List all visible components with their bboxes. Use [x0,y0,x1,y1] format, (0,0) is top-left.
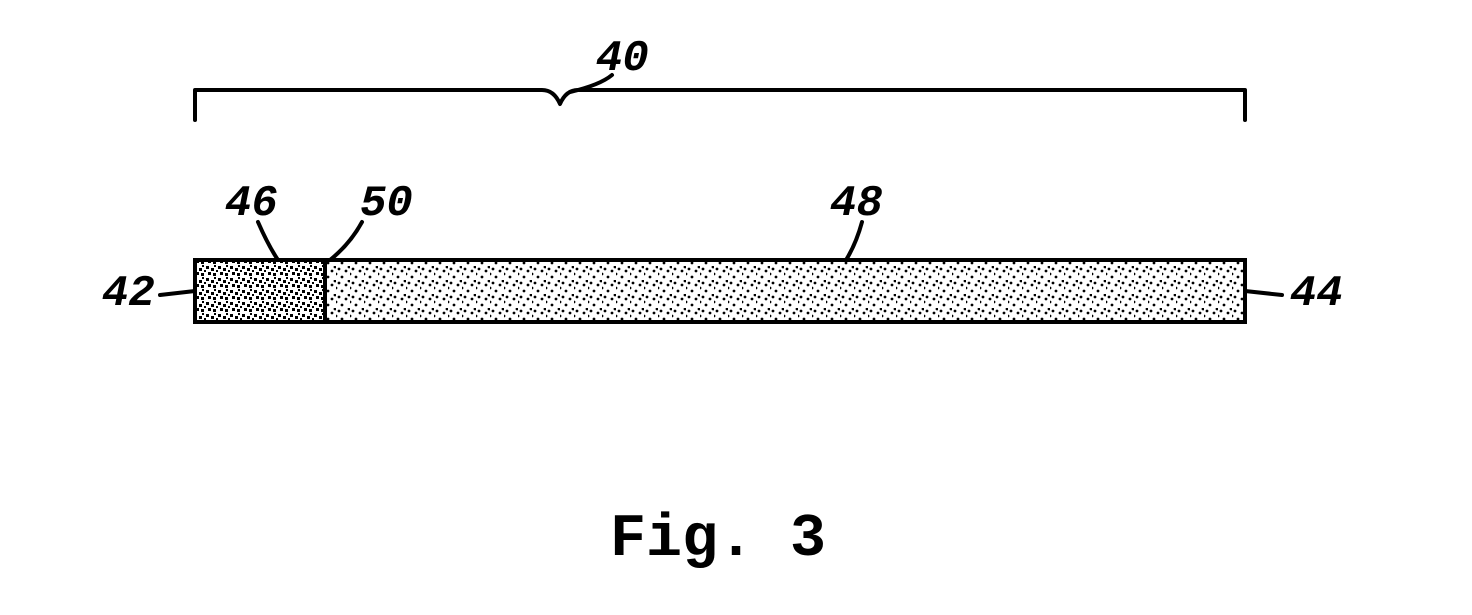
label-40: 40 [596,34,649,84]
label-46: 46 [225,179,278,229]
label-50: 50 [360,179,413,229]
leader-50 [330,222,362,260]
figure-caption: Fig. 3 [610,506,826,574]
leader-42 [160,291,195,295]
segment-46 [195,260,325,322]
segment-48 [325,260,1245,322]
label-42: 42 [102,269,155,319]
leader-44 [1245,291,1282,295]
dimension-bracket [195,90,1245,120]
label-44: 44 [1290,269,1343,319]
label-48: 48 [830,179,883,229]
